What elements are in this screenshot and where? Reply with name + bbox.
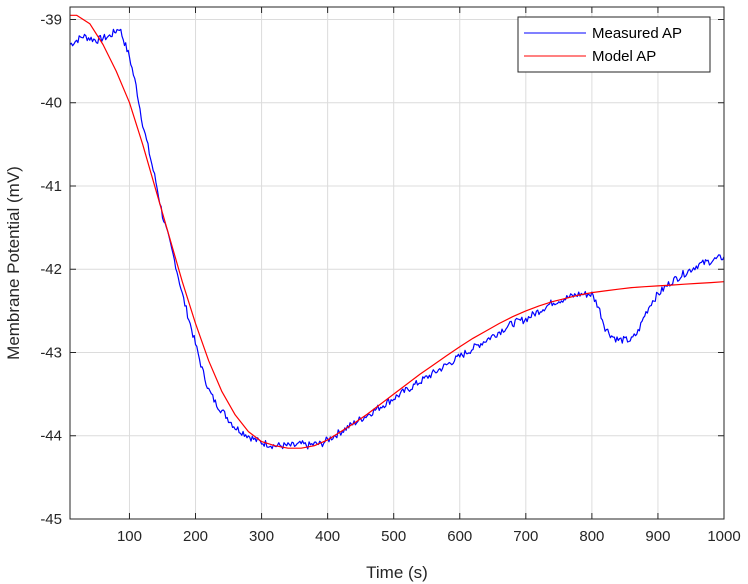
y-tick-label: -42 [40, 261, 62, 278]
series-line-measured-ap [69, 28, 725, 450]
y-tick-label: -39 [40, 11, 62, 28]
plot-area-border [69, 6, 725, 520]
y-tick-label: -43 [40, 344, 62, 361]
y-tick-label: -44 [40, 428, 62, 445]
legend: Measured AP Model AP [517, 16, 711, 73]
y-tick-label: -45 [40, 511, 62, 528]
x-tick-label: 100 [117, 528, 142, 545]
y-tick-label: -40 [40, 95, 62, 112]
x-tick-label: 1000 [707, 528, 740, 545]
legend-label-measured: Measured AP [592, 25, 682, 42]
x-axis-label: Time (s) [366, 563, 428, 582]
y-axis-label: Membrane Potential (mV) [4, 166, 23, 360]
legend-label-model: Model AP [592, 48, 656, 65]
x-tick-label: 900 [645, 528, 670, 545]
x-tick-label: 400 [315, 528, 340, 545]
axis-ticks: 100 200 300 400 500 600 700 800 900 1000 -45 -44 -43… [40, 7, 741, 545]
series-line-model-ap [70, 14, 725, 449]
legend-box [517, 16, 711, 73]
x-tick-label: 600 [447, 528, 472, 545]
x-tick-label: 800 [579, 528, 604, 545]
x-tick-label: 300 [249, 528, 274, 545]
x-tick-label: 500 [381, 528, 406, 545]
x-tick-label: 200 [183, 528, 208, 545]
y-tick-label: -41 [40, 178, 62, 195]
grid-lines [70, 7, 725, 520]
plot-series [69, 14, 725, 450]
x-tick-label: 700 [513, 528, 538, 545]
